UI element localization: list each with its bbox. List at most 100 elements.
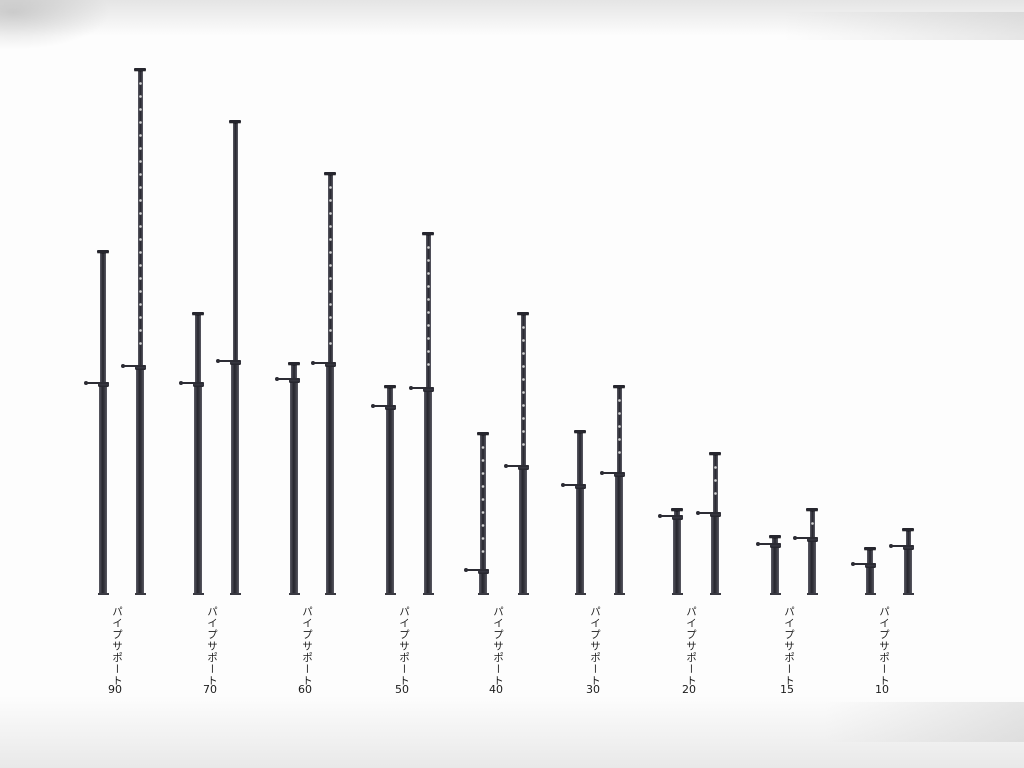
pipe-support-90-collapsed	[81, 250, 125, 595]
outer-tube	[673, 515, 681, 595]
handle-knob	[311, 361, 315, 365]
backdrop-top-shade	[0, 0, 1024, 36]
inner-tube	[327, 172, 333, 365]
base-plate	[613, 593, 625, 595]
pipe-support-60-extended	[308, 172, 352, 595]
inner-tube	[712, 452, 718, 515]
adjustment-holes	[809, 517, 815, 526]
pipe-support-20-extended	[693, 452, 737, 595]
adjustment-collar	[517, 465, 529, 470]
adjustment-holes	[425, 241, 431, 376]
pipe-support-15-extended	[790, 508, 834, 595]
handle-knob	[216, 359, 220, 363]
base-plate	[384, 593, 396, 595]
top-plate	[477, 432, 489, 435]
handle-knob	[121, 364, 125, 368]
inner-tube	[195, 312, 201, 385]
outer-tube	[519, 465, 527, 595]
product-name-label: パイプサポート	[111, 606, 123, 687]
product-size-label: 20	[682, 683, 696, 696]
adjustment-collar	[806, 537, 818, 542]
adjustment-collar	[288, 378, 300, 383]
outer-tube	[808, 537, 816, 595]
collar-handle	[313, 362, 336, 364]
collar-handle	[506, 465, 529, 467]
base-plate	[709, 593, 721, 595]
collar-handle	[411, 387, 434, 389]
collar-handle	[86, 382, 109, 384]
base-plate	[422, 593, 434, 595]
adjustment-holes	[520, 321, 526, 454]
inner-tube	[387, 385, 393, 408]
collar-handle	[758, 543, 781, 545]
product-name-label: パイプサポート	[878, 606, 890, 687]
outer-tube	[99, 382, 107, 595]
inner-tube	[616, 385, 622, 475]
backdrop-smudge-top-left	[0, 0, 110, 50]
collar-handle	[466, 569, 489, 571]
collar-handle	[218, 360, 241, 362]
inner-tube	[520, 312, 526, 468]
adjustment-holes	[137, 77, 143, 354]
adjustment-holes	[480, 441, 486, 558]
collar-handle	[891, 545, 914, 547]
pipe-support-30-collapsed	[558, 430, 602, 595]
product-size-label: 50	[395, 683, 409, 696]
pipe-support-20-collapsed	[655, 508, 699, 595]
collar-handle	[698, 512, 721, 514]
pipe-support-50-extended	[406, 232, 450, 595]
base-plate	[229, 593, 241, 595]
base-plate	[574, 593, 586, 595]
product-name-label: パイプサポート	[492, 606, 504, 687]
adjustment-holes	[616, 394, 622, 461]
top-plate	[806, 508, 818, 511]
collar-handle	[123, 365, 146, 367]
backdrop-smudge-bottom-right	[824, 702, 1024, 742]
product-size-label: 90	[108, 683, 122, 696]
inner-tube	[480, 432, 486, 572]
top-plate	[613, 385, 625, 388]
adjustment-collar	[229, 360, 241, 365]
outer-tube	[290, 378, 298, 595]
top-plate	[384, 385, 396, 388]
base-plate	[97, 593, 109, 595]
collar-handle	[181, 382, 204, 384]
product-name-label: パイプサポート	[589, 606, 601, 687]
top-plate	[134, 68, 146, 71]
base-plate	[902, 593, 914, 595]
adjustment-collar	[477, 569, 489, 574]
product-name-label: パイプサポート	[685, 606, 697, 687]
outer-tube	[904, 545, 912, 595]
product-size-label: 30	[586, 683, 600, 696]
inner-tube	[905, 528, 911, 548]
outer-tube	[326, 362, 334, 595]
inner-tube	[425, 232, 431, 390]
inner-tube	[291, 362, 297, 381]
top-plate	[192, 312, 204, 315]
outer-tube	[771, 543, 779, 595]
outer-tube	[424, 387, 432, 595]
base-plate	[769, 593, 781, 595]
adjustment-collar	[134, 365, 146, 370]
handle-knob	[504, 464, 508, 468]
pipe-support-10-collapsed	[848, 547, 892, 595]
inner-tube	[100, 250, 106, 385]
base-plate	[192, 593, 204, 595]
collar-handle	[853, 563, 876, 565]
base-plate	[864, 593, 876, 595]
backdrop-smudge-top-right	[784, 12, 1024, 40]
product-name-label: パイプサポート	[398, 606, 410, 687]
adjustment-holes	[327, 181, 333, 351]
base-plate	[671, 593, 683, 595]
outer-tube	[231, 360, 239, 595]
adjustment-collar	[574, 484, 586, 489]
handle-knob	[179, 381, 183, 385]
handle-knob	[464, 568, 468, 572]
top-plate	[229, 120, 241, 123]
adjustment-holes	[712, 461, 718, 501]
inner-tube	[674, 508, 680, 518]
product-name-label: パイプサポート	[783, 606, 795, 687]
inner-tube	[809, 508, 815, 540]
adjustment-collar	[384, 405, 396, 410]
